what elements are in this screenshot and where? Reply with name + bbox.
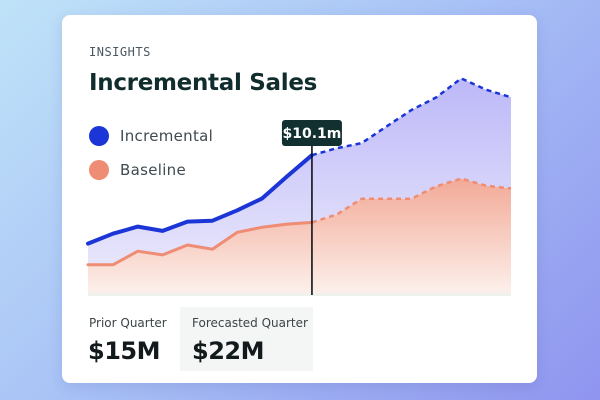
baseline-line-actual	[86, 220, 314, 267]
legend-label-baseline: Baseline	[120, 161, 186, 179]
legend-label-incremental: Incremental	[120, 127, 214, 145]
value-tooltip: $10.1m	[281, 120, 342, 146]
stat-value-prior: $15M	[88, 337, 160, 365]
baseline-area	[88, 178, 511, 293]
legend-dot-baseline	[89, 160, 109, 180]
stat-label-prior: Prior Quarter	[89, 316, 167, 330]
incremental-area	[88, 78, 511, 265]
insights-card: INSIGHTS Incremental Sales $10.1m Increm…	[62, 15, 537, 383]
incremental-sales-chart: $10.1m	[86, 76, 512, 296]
chart-baseline-floor	[88, 291, 511, 296]
card-title: Incremental Sales	[89, 70, 318, 96]
incremental-line-actual	[86, 153, 314, 246]
tooltip-box	[281, 120, 342, 146]
legend-item-incremental: Incremental	[89, 124, 213, 148]
stat-value-forecast: $22M	[192, 337, 264, 365]
tooltip-value: $10.1m	[283, 126, 342, 142]
incremental-line-forecast	[311, 76, 512, 157]
legend-dot-incremental	[89, 126, 109, 146]
legend-item-baseline: Baseline	[89, 158, 186, 182]
stat-label-forecast: Forecasted Quarter	[192, 316, 308, 330]
stat-prior-quarter: Prior Quarter $15M	[80, 307, 176, 371]
card-eyebrow: INSIGHTS	[89, 45, 151, 59]
stat-forecasted-quarter: Forecasted Quarter $22M	[180, 307, 313, 371]
